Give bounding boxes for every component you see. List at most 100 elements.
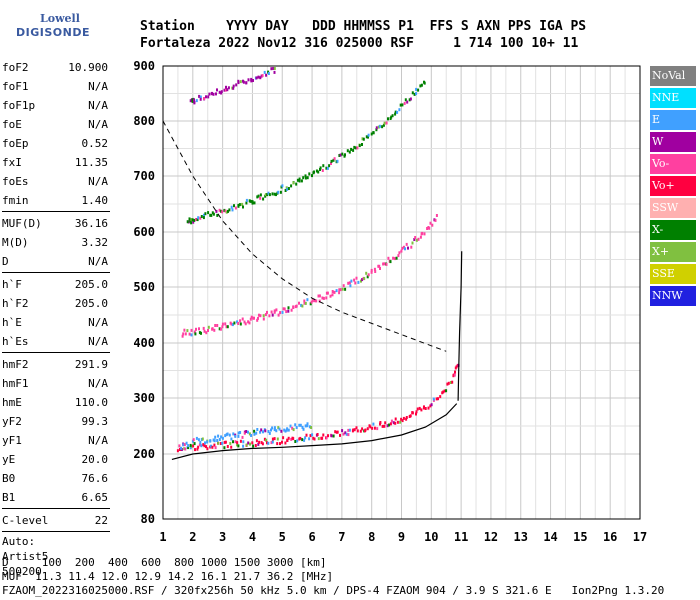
echo-point [405, 242, 408, 246]
echo-point [224, 440, 227, 444]
echo-point [198, 443, 201, 447]
echo-point [267, 441, 270, 445]
echo-point [304, 424, 307, 428]
echo-point [309, 434, 312, 438]
echo-point [255, 431, 258, 435]
electron-density-profile [171, 403, 458, 460]
echo-point [213, 439, 216, 443]
param-key: foEp [2, 137, 29, 150]
param-key: C-level [2, 514, 49, 527]
echo-point [333, 157, 336, 161]
echo-point [270, 441, 273, 445]
echo-point [209, 213, 212, 217]
echo-point [243, 431, 246, 435]
echo-point [200, 331, 202, 335]
param-row-he: h`E N/A [2, 313, 110, 332]
echo-point [290, 437, 293, 441]
echo-point [411, 411, 414, 415]
echo-point [189, 219, 192, 223]
echo-point [275, 308, 278, 312]
echo-point [204, 441, 206, 445]
echo-point [378, 264, 381, 268]
echo-point [416, 407, 419, 411]
echo-point [400, 249, 403, 253]
footer-file-info: FZAOM_2022316025000.RSF / 320fx256h 50 k… [2, 584, 665, 597]
echo-point [216, 439, 219, 442]
param-row-b0: B0 76.6 [2, 469, 110, 488]
echo-point [317, 437, 320, 441]
echo-point [354, 146, 357, 150]
echo-point [221, 325, 224, 329]
echo-point [435, 397, 438, 401]
echo-point [346, 149, 349, 153]
echo-point [394, 110, 397, 114]
echo-point [401, 246, 404, 250]
echo-point [383, 424, 386, 428]
echo-point [381, 424, 384, 428]
echo-point [398, 251, 401, 255]
scaled-parameters-panel: foF2 10.900 foF1 N/A foF1p N/A foE N/A foEp 0.52 f… [2, 58, 110, 579]
echo-point [191, 99, 194, 103]
echo-point [292, 428, 295, 432]
echo-point [226, 88, 229, 92]
echo-point [180, 446, 183, 450]
echo-point [363, 277, 366, 281]
echo-point [397, 254, 400, 258]
echo-point [207, 211, 210, 215]
echo-point [287, 306, 290, 310]
echo-point [194, 332, 197, 336]
echo-point [381, 125, 384, 129]
echo-point [285, 310, 288, 314]
echo-point [193, 218, 196, 222]
x-tick-label: 13 [514, 530, 528, 544]
echo-point [262, 314, 265, 318]
echo-point [203, 213, 205, 217]
echo-point [230, 205, 233, 209]
lowell-digisonde-logo: Lowell DIGISONDE [6, 6, 126, 44]
echo-trace-e [178, 422, 313, 450]
echo-point [318, 299, 321, 303]
echo-point [276, 442, 279, 446]
echo-point [192, 444, 195, 448]
echo-point [354, 281, 357, 285]
param-value: 6.65 [81, 491, 109, 504]
echo-point [455, 365, 458, 369]
echo-point [253, 429, 256, 433]
echo-point [183, 328, 186, 332]
echo-point [237, 81, 240, 85]
param-key: h`E [2, 316, 22, 329]
param-auto-code: 500200 [2, 565, 42, 578]
echo-point [209, 439, 212, 443]
param-auto-label: Auto: [2, 535, 36, 548]
echo-point [205, 445, 207, 449]
echo-point [243, 320, 246, 324]
echo-point [191, 218, 194, 222]
plot-frame [162, 65, 641, 520]
echo-point [256, 195, 259, 199]
legend-item-x: X- [650, 220, 696, 240]
echo-point [353, 428, 356, 432]
echo-point [375, 128, 378, 132]
echo-point [197, 438, 200, 442]
echo-point [257, 316, 259, 320]
param-key: yF2 [2, 415, 22, 428]
echo-point [367, 135, 369, 139]
echo-point [223, 208, 226, 212]
echo-point [188, 332, 191, 336]
legend-item-w: W [650, 132, 696, 152]
echo-point [350, 279, 353, 283]
echo-point [221, 436, 224, 440]
y-tick-label: 500 [133, 280, 155, 294]
param-divider [2, 211, 110, 212]
x-tick-label: 6 [308, 530, 315, 544]
param-key: fmin [2, 194, 29, 207]
echo-point [355, 276, 358, 280]
echo-point [399, 420, 402, 424]
echo-point [239, 319, 242, 323]
echo-point [230, 445, 233, 449]
echo-point [321, 436, 324, 440]
echo-point [419, 84, 422, 88]
echo-point [415, 412, 417, 416]
echo-point [251, 200, 254, 204]
